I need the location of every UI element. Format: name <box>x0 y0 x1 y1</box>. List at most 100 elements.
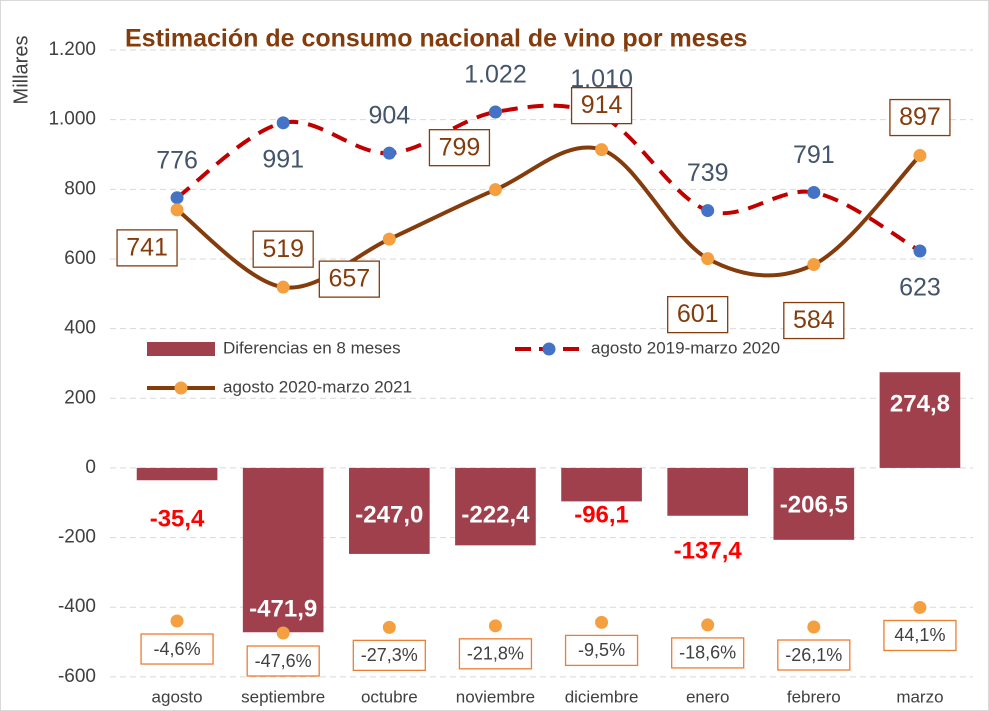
y-tick-label: -600 <box>58 666 96 687</box>
percent-label: -47,6% <box>255 651 312 671</box>
y-tick-label: 0 <box>85 457 96 478</box>
x-tick-label: agosto <box>152 687 203 706</box>
y-tick-label: -400 <box>58 596 96 617</box>
line-value-label: 601 <box>677 300 719 328</box>
marker <box>488 183 502 197</box>
marker <box>276 280 290 294</box>
bar-value-label: -206,5 <box>780 491 848 518</box>
marker <box>595 143 609 157</box>
legend-label: Diferencias en 8 meses <box>223 338 401 357</box>
label-box <box>667 295 729 334</box>
y-tick-label: 600 <box>64 248 96 269</box>
label-box <box>570 86 633 125</box>
bar <box>242 467 324 633</box>
line-value-label: 914 <box>581 91 623 119</box>
x-tick-label: noviembre <box>456 687 535 706</box>
marker <box>701 618 715 632</box>
x-tick-label: octubre <box>361 687 418 706</box>
bar-value-label: -247,0 <box>355 501 423 528</box>
line-value-label: 791 <box>793 141 835 169</box>
y-tick-label: 400 <box>64 318 96 339</box>
label-box <box>318 260 380 298</box>
x-tick-label: febrero <box>787 687 841 706</box>
legend-marker <box>174 381 188 395</box>
label-box <box>140 633 214 665</box>
percent-label: -26,1% <box>785 645 842 665</box>
label-box <box>252 230 314 268</box>
bar <box>455 467 536 546</box>
y-tick-label: -200 <box>58 527 96 548</box>
marker <box>170 203 184 217</box>
label-box <box>564 634 639 667</box>
marker <box>488 105 502 119</box>
line-value-label: 904 <box>368 102 410 130</box>
bar-value-label: -471,9 <box>249 595 317 622</box>
bar-value-label: -222,4 <box>461 501 530 528</box>
line <box>175 103 921 253</box>
y-axis-label: Millares <box>10 36 32 105</box>
x-tick-label: enero <box>686 687 729 706</box>
marker <box>382 232 396 246</box>
label-box <box>889 98 951 137</box>
bar-value-label: -137,4 <box>674 537 743 564</box>
label-box <box>671 637 745 669</box>
marker <box>170 614 184 628</box>
percent-label: -4,6% <box>154 639 201 659</box>
percent-label: -27,3% <box>361 645 418 665</box>
percent-label: -9,5% <box>578 640 625 660</box>
line-value-label: 897 <box>899 103 941 131</box>
bar <box>879 372 961 468</box>
line-value-label: 584 <box>793 306 835 334</box>
marker <box>807 620 821 634</box>
x-tick-label: diciembre <box>565 687 639 706</box>
x-tick-label: marzo <box>896 687 943 706</box>
marker <box>382 146 396 160</box>
marker <box>488 619 502 633</box>
marker <box>170 191 184 205</box>
bar <box>561 467 642 502</box>
legend-label: agosto 2019-marzo 2020 <box>591 338 780 357</box>
line-value-label: 1.022 <box>464 61 527 89</box>
line-value-label: 739 <box>687 159 729 187</box>
y-tick-label: 800 <box>64 178 96 199</box>
bar <box>136 467 218 481</box>
label-box <box>777 639 851 671</box>
label-box <box>458 638 533 670</box>
y-tick-label: 200 <box>64 387 96 408</box>
bar-value-label: -35,4 <box>150 505 205 532</box>
line-value-label: 623 <box>899 274 941 302</box>
marker <box>276 626 290 640</box>
bar <box>667 467 749 516</box>
label-box <box>116 229 178 267</box>
x-tick-label: septiembre <box>241 687 325 706</box>
bar-value-label: -96,1 <box>574 501 629 528</box>
y-tick-label: 1.200 <box>48 39 96 60</box>
line-value-label: 657 <box>328 265 370 293</box>
marker <box>913 149 927 163</box>
line-value-label: 799 <box>439 133 481 161</box>
marker <box>807 258 821 272</box>
marker <box>913 600 927 614</box>
marker <box>701 252 715 266</box>
percent-label: -18,6% <box>679 643 736 663</box>
percent-label: 44,1% <box>894 625 945 645</box>
legend-label: agosto 2020-marzo 2021 <box>223 377 412 396</box>
bar <box>348 467 430 554</box>
label-box <box>428 129 491 167</box>
marker <box>913 244 927 258</box>
label-box <box>883 619 957 652</box>
percent-label: -21,8% <box>467 644 524 664</box>
marker <box>382 620 396 634</box>
line-value-label: 741 <box>126 233 168 261</box>
y-tick-label: 1.000 <box>48 109 96 130</box>
bar-value-label: 274,8 <box>890 390 950 417</box>
chart-title: Estimación de consumo nacional de vino p… <box>125 25 747 53</box>
marker <box>701 204 715 218</box>
line-value-label: 776 <box>156 146 198 174</box>
marker <box>595 615 609 629</box>
label-box <box>352 639 426 672</box>
marker <box>276 116 290 130</box>
legend-swatch <box>147 342 215 356</box>
marker <box>807 185 821 199</box>
